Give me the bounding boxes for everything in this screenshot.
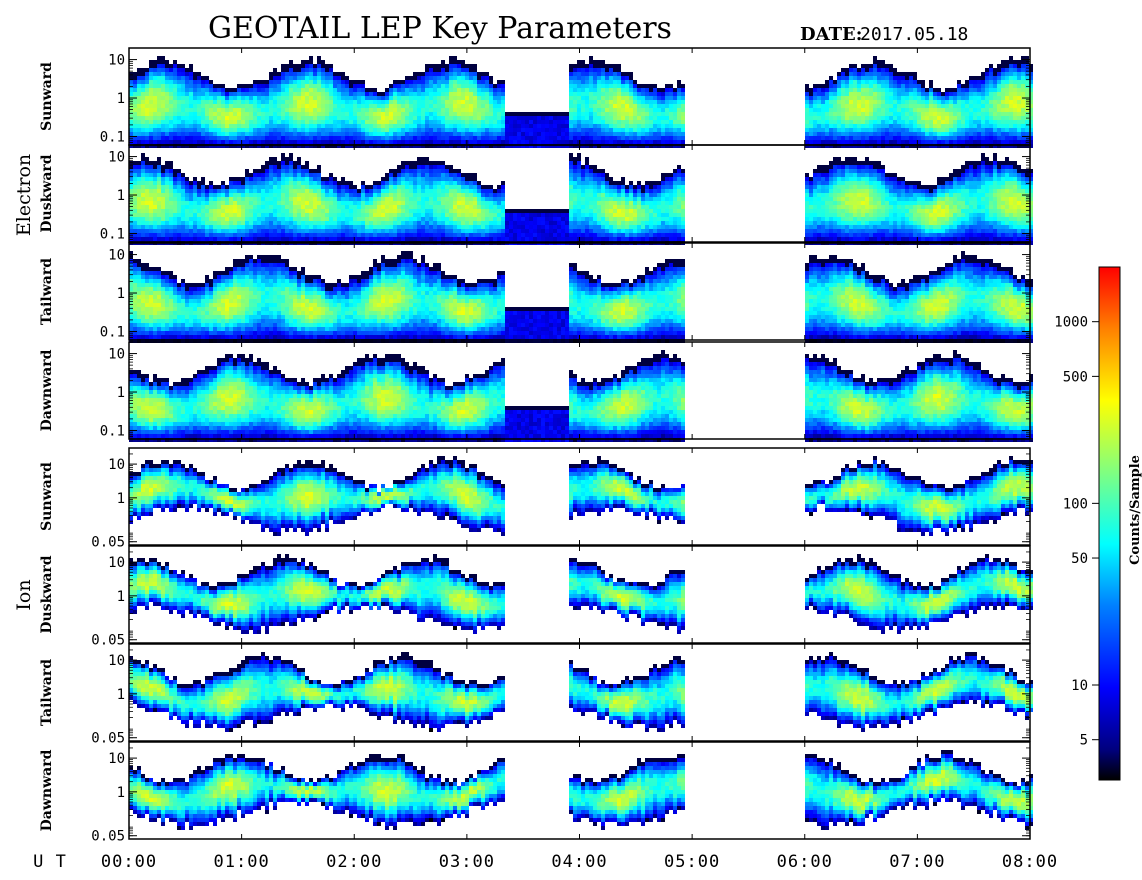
spectrogram-electron-sunward	[129, 56, 1033, 148]
x-tick-label: 05:00	[664, 852, 720, 872]
y-tick-label: 0.1	[100, 324, 125, 340]
panel-electron-duskward: 10 1 0.1 Duskward	[39, 144, 1033, 245]
group-label-ion: Ion	[13, 579, 35, 610]
chart-title: GEOTAIL LEP Key Parameters	[208, 11, 672, 46]
panel-label-electron-sunward: Sunward	[39, 62, 55, 131]
panel-label-electron-duskward: Duskward	[39, 154, 55, 232]
spectrogram-ion-tailward	[129, 652, 1033, 732]
colorbar-gradient	[1098, 266, 1121, 781]
y-tick-label: 0.1	[100, 226, 125, 242]
panel-ion-duskward: 10 1 0.05 Duskward	[39, 545, 1033, 649]
x-tick-label: 07:00	[889, 852, 945, 872]
panel-electron-sunward: 10 1 0.1 Sunward	[39, 47, 1033, 148]
x-tick-label: 04:00	[551, 852, 607, 872]
x-axis: U T 00:00 01:00 02:00 03:00 04:00 05:00 06:00 0…	[33, 852, 1058, 872]
y-tick-label: 1	[117, 687, 125, 703]
y-tick-label: 10	[108, 653, 125, 669]
panel-ion-sunward: 10 1 0.05 Sunward	[39, 447, 1033, 551]
y-tick-label: 1	[117, 785, 125, 801]
x-tick-label: 01:00	[214, 852, 270, 872]
colorbar: Counts/Sample 5 10 50 100 500 1000	[1054, 266, 1142, 781]
spectrogram-electron-tailward	[129, 251, 1033, 343]
spectrogram-ion-duskward	[129, 554, 1033, 634]
y-tick-label: 1	[117, 491, 125, 507]
panel-label-ion-sunward: Sunward	[39, 462, 55, 531]
panel-electron-tailward: 10 1 0.1 Tailward	[39, 242, 1033, 343]
colorbar-tick-label: 50	[1071, 551, 1088, 567]
y-tick-label: 10	[108, 53, 125, 69]
colorbar-label: Counts/Sample	[1128, 455, 1142, 565]
colorbar-tick-label: 500	[1063, 369, 1088, 385]
colorbar-tick-label: 5	[1080, 733, 1088, 749]
panel-label-electron-dawnward: Dawnward	[39, 349, 55, 431]
x-tick-label: 02:00	[326, 852, 382, 872]
y-tick-label: 0.05	[91, 731, 125, 747]
y-tick-label: 1	[117, 589, 125, 605]
panel-ion-dawnward: 10 1 0.05 Dawnward	[39, 741, 1033, 845]
y-tick-label: 0.05	[91, 829, 125, 845]
x-axis-label: U T	[33, 852, 67, 872]
x-tick-label: 03:00	[439, 852, 495, 872]
colorbar-tick-label: 10	[1071, 678, 1088, 694]
y-tick-label: 1	[117, 188, 125, 204]
group-label-electron: Electron	[13, 154, 35, 236]
colorbar-tick-label: 1000	[1054, 315, 1088, 331]
y-tick-label: 0.05	[91, 633, 125, 649]
spectrogram-ion-sunward	[129, 456, 1033, 536]
spectrogram-ion-dawnward	[129, 750, 1033, 830]
y-tick-label: 10	[108, 751, 125, 767]
y-tick-label: 0.1	[100, 423, 125, 439]
panel-electron-dawnward: 10 1 0.1 Dawnward	[39, 341, 1033, 442]
group-labels: Electron Ion	[13, 154, 35, 611]
y-tick-label: 10	[108, 555, 125, 571]
spectrogram-electron-dawnward	[129, 350, 1033, 442]
panel-label-ion-duskward: Duskward	[39, 555, 55, 633]
panel-label-electron-tailward: Tailward	[39, 258, 55, 325]
x-tick-label: 06:00	[777, 852, 833, 872]
y-tick-label: 0.1	[100, 129, 125, 145]
panel-label-ion-dawnward: Dawnward	[39, 749, 55, 831]
y-tick-label: 10	[108, 150, 125, 166]
y-tick-label: 10	[108, 457, 125, 473]
y-tick-label: 0.05	[91, 535, 125, 551]
x-tick-label: 08:00	[1002, 852, 1058, 872]
colorbar-tick-label: 100	[1063, 496, 1088, 512]
panel-ion-tailward: 10 1 0.05 Tailward	[39, 643, 1033, 747]
spectrogram-electron-duskward	[129, 153, 1033, 245]
y-tick-label: 10	[108, 248, 125, 264]
y-tick-label: 1	[117, 91, 125, 107]
spectrogram-panels: 10 1 0.1 Sunward 10 1 0.1 Duskward 10 1 0.1 Tailwar…	[39, 47, 1033, 845]
date-value: 2017.05.18	[860, 24, 968, 45]
x-tick-label: 00:00	[101, 852, 157, 872]
y-tick-label: 1	[117, 385, 125, 401]
panel-label-ion-tailward: Tailward	[39, 659, 55, 726]
y-tick-label: 1	[117, 286, 125, 302]
date-label: DATE:	[800, 24, 862, 45]
y-tick-label: 10	[108, 347, 125, 363]
